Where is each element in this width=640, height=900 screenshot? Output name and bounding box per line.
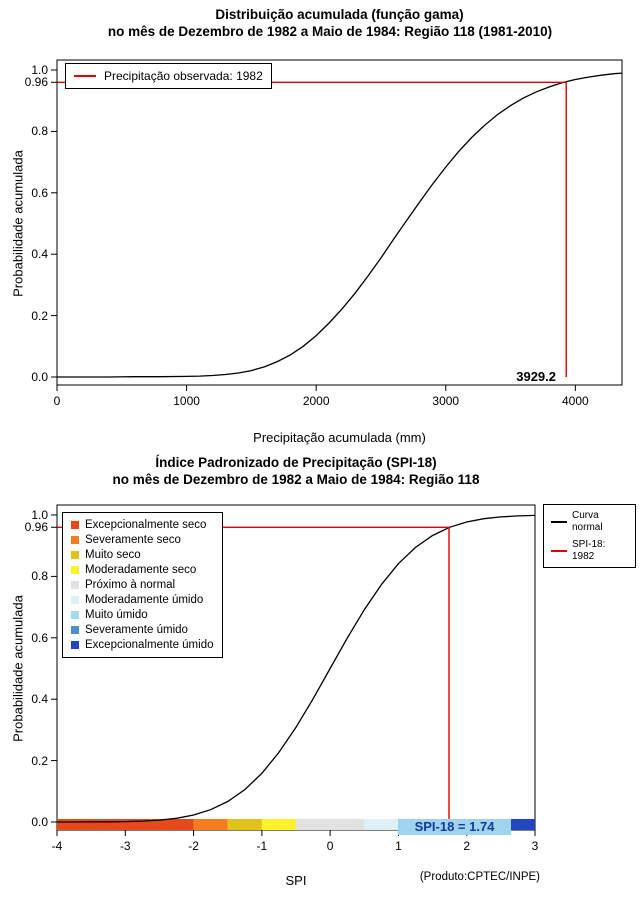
precip-value-annotation: 3929.2 — [516, 369, 556, 384]
cdf-curve — [57, 72, 623, 378]
category-swatch-icon — [71, 521, 79, 529]
legend-item: Moderadamente seco — [71, 564, 214, 576]
y-tick-label: 0.4 — [31, 247, 48, 262]
y-tick-label: 0.0 — [31, 370, 48, 384]
x-tick-label: 4000 — [561, 394, 589, 408]
legend-item: Muito úmido — [71, 609, 214, 621]
y-tick-label: 0.2 — [31, 753, 48, 768]
curve-legend: Curva normal SPI-18: 1982 — [543, 504, 636, 568]
x-tick-label: -2 — [188, 839, 199, 853]
y-tick-label: 0.0 — [31, 815, 48, 829]
legend-item-spi18-1982: SPI-18: 1982 — [551, 539, 628, 562]
x-tick-label: 0 — [53, 394, 61, 408]
gamma-chart-subtitle: no mês de Dezembro de 1982 a Maio de 198… — [107, 24, 553, 39]
y-tick-label: 1.0 — [31, 63, 48, 77]
spi-chart-subtitle: no mês de Dezembro de 1982 a Maio de 198… — [112, 472, 480, 487]
legend-item: Excepcionalmente úmido — [71, 639, 214, 651]
plot-box — [56, 59, 623, 386]
category-swatch-icon — [71, 626, 79, 634]
category-swatch-icon — [71, 641, 79, 649]
y-tick-label: 1.0 — [31, 508, 48, 522]
gamma-chart-title: Distribuição acumulada (função gama) — [215, 7, 464, 22]
y-tick-label: 0.8 — [31, 124, 48, 139]
legend-label: Precipitação observada: 1982 — [104, 69, 263, 83]
product-footnote: (Produto:CPTEC/INPE) — [419, 871, 540, 883]
legend-label: Curva normal — [572, 510, 603, 533]
category-label: Severamente seco — [85, 534, 181, 546]
x-tick-label: 3000 — [432, 394, 460, 408]
spi-chart-title: Índice Padronizado de Precipitação (SPI-… — [155, 455, 437, 470]
spi-category-band — [296, 819, 365, 830]
y-tick-label: 0.8 — [31, 569, 48, 584]
red-line-sample-icon — [74, 75, 96, 77]
legend-item: Próximo à normal — [71, 579, 214, 591]
legend-item: Excepcionalmente seco — [71, 519, 214, 531]
x-tick-label: 0 — [326, 839, 334, 853]
category-label: Severamente úmido — [85, 624, 188, 636]
spi-value-label: SPI-18 = 1.74 — [398, 819, 511, 835]
gamma-yaxis-label: Probabilidade acumulada — [10, 150, 26, 297]
spi-category-band — [227, 819, 262, 830]
spi-yaxis-label: Probabilidade acumulada — [10, 595, 26, 742]
category-swatch-icon — [71, 581, 79, 589]
y-tick-label: 0.96 — [24, 520, 48, 535]
y-tick-label: 0.4 — [31, 692, 48, 707]
category-swatch-icon — [71, 551, 79, 559]
category-swatch-icon — [71, 566, 79, 574]
spi-category-band — [193, 819, 228, 830]
category-label: Excepcionalmente seco — [85, 519, 207, 531]
x-tick-label: -1 — [256, 839, 268, 853]
legend-item: Moderadamente úmido — [71, 594, 214, 606]
observed-precip-legend: Precipitação observada: 1982 — [65, 63, 272, 89]
y-tick-label: 0.6 — [31, 630, 48, 645]
spi-category-band — [261, 819, 296, 830]
x-tick-label: 2000 — [302, 394, 330, 408]
y-tick-label: 0.6 — [31, 185, 48, 200]
x-tick-label: 1 — [395, 839, 402, 853]
spi-xaxis-label: SPI — [285, 873, 307, 888]
spi-category-band — [57, 819, 194, 830]
x-tick-label: 1000 — [173, 394, 200, 408]
category-label: Moderadamente úmido — [85, 594, 204, 606]
spi-categories-legend: Excepcionalmente seco Severamente seco Mui… — [62, 512, 223, 658]
black-line-sample-icon — [551, 520, 567, 523]
marker-lines — [57, 81, 567, 377]
y-tick-label: 0.2 — [31, 308, 48, 323]
cdf-curve — [57, 514, 536, 823]
x-tick-label: -3 — [119, 839, 131, 853]
gamma-xaxis-label: Precipitação acumulada (mm) — [253, 430, 426, 445]
category-label: Muito úmido — [85, 609, 148, 621]
legend-item: Muito seco — [71, 549, 214, 561]
red-line-sample-icon — [551, 549, 567, 552]
category-label: Moderadamente seco — [85, 564, 197, 576]
x-tick-label: -4 — [51, 839, 63, 853]
y-tick-label: 0.96 — [24, 75, 48, 90]
legend-label: SPI-18: 1982 — [572, 539, 606, 562]
category-swatch-icon — [71, 536, 79, 544]
spi-category-band — [364, 819, 399, 830]
legend-item: Severamente seco — [71, 534, 214, 546]
legend-item-curva-normal: Curva normal — [551, 510, 628, 533]
category-swatch-icon — [71, 596, 79, 604]
category-swatch-icon — [71, 611, 79, 619]
x-tick-label: 3 — [531, 839, 539, 853]
legend-item: Severamente úmido — [71, 624, 214, 636]
category-label: Excepcionalmente úmido — [85, 639, 214, 651]
category-label: Próximo à normal — [85, 579, 176, 591]
category-label: Muito seco — [85, 549, 141, 561]
x-tick-label: 2 — [463, 839, 471, 853]
